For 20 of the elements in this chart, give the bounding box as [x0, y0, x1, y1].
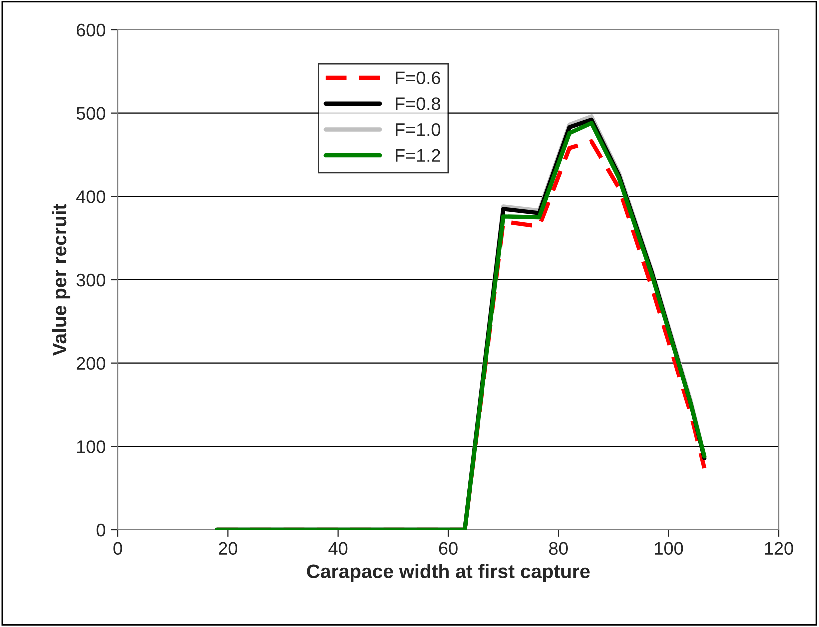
- legend-label: F=0.8: [396, 98, 440, 110]
- y-tick-label: 300: [76, 274, 106, 287]
- x-tick-label: 60: [439, 542, 458, 556]
- x-tick-label: 20: [219, 542, 238, 556]
- y-tick-label: 0: [96, 524, 106, 537]
- y-tick-label: 100: [77, 440, 106, 454]
- y-tick-label: 400: [76, 190, 106, 204]
- x-tick-label: 100: [655, 542, 684, 556]
- y-tick-label: 500: [76, 107, 106, 120]
- legend-label: F=1.0: [396, 123, 441, 136]
- y-tick-label: 200: [76, 357, 106, 370]
- x-tick-label: 80: [549, 542, 568, 556]
- x-tick-label: 40: [328, 542, 348, 556]
- legend-label: F=0.6: [396, 72, 440, 85]
- legend-label: F=1.2: [396, 149, 440, 162]
- x-tick-label: 0: [114, 542, 122, 556]
- x-tick-label: 120: [765, 542, 794, 556]
- y-axis-title: Value per recruit: [52, 204, 71, 356]
- x-axis-title: Carapace width at first capture: [307, 564, 590, 582]
- y-tick-label: 600: [76, 24, 106, 37]
